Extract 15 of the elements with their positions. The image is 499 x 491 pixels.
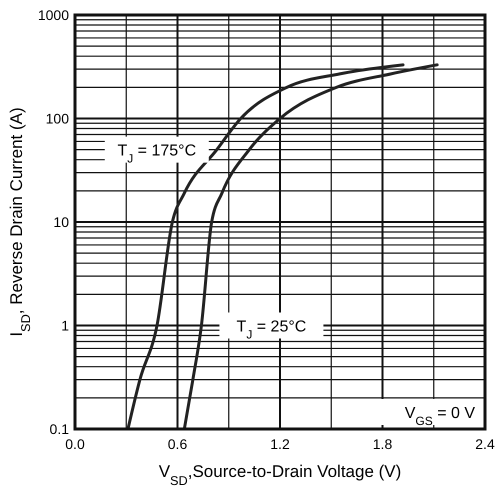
y-tick-label: 100: [46, 110, 70, 126]
x-tick-label: 0.6: [168, 436, 188, 452]
y-tick-label: 10: [53, 214, 70, 230]
y-tick-label: 0.1: [50, 421, 70, 437]
x-tick-label: 1.8: [372, 436, 392, 452]
x-tick-label: 1.2: [270, 436, 290, 452]
y-tick-label: 1: [61, 318, 70, 334]
x-tick-label: 2.4: [475, 436, 495, 452]
annotation: V$_{GS}$ = 0 V: [404, 405, 476, 428]
x-tick-label: 0.0: [65, 436, 85, 452]
y-tick-label: 1000: [38, 7, 70, 23]
text: T$_{J}$ = 25°C: [236, 318, 306, 342]
series-label: T$_{J}$ = 175°C: [117, 142, 196, 166]
line-series: [126, 63, 404, 430]
x-axis-title: V$_{SD}$,Source-to-Drain Voltage (V): [158, 462, 402, 488]
